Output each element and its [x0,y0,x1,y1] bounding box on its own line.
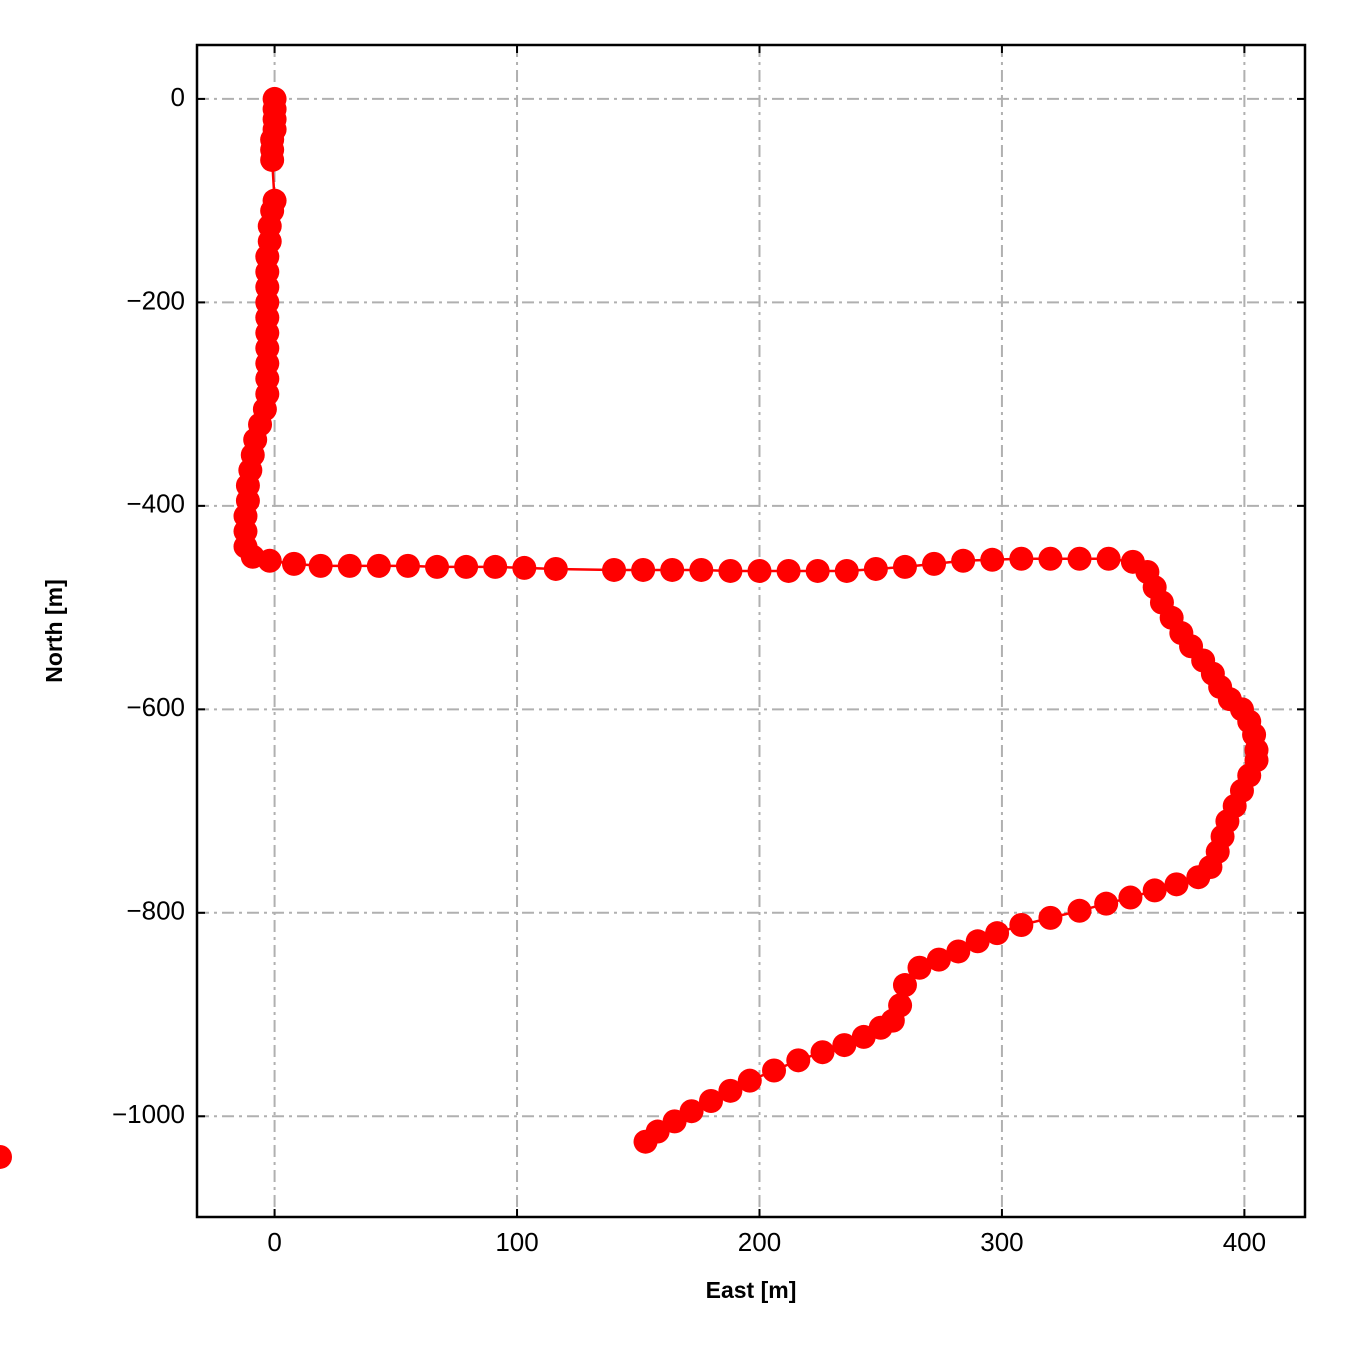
point [718,558,743,583]
point [965,929,990,954]
point [747,558,772,583]
point [718,1078,743,1103]
point [737,1068,762,1093]
x-tick-label: 300 [980,1227,1023,1257]
point [631,557,656,582]
point [1094,891,1119,916]
point [892,554,917,579]
point [786,1048,811,1073]
point [892,973,917,998]
point [776,558,801,583]
y-tick-label: −200 [126,285,185,315]
point [832,1033,857,1058]
point [805,558,830,583]
point [660,557,685,582]
point [1009,913,1034,938]
point [946,939,971,964]
point [810,1040,835,1065]
point [425,554,450,579]
point [257,548,282,573]
point [985,921,1010,946]
y-tick-label: −1000 [112,1099,185,1129]
point [863,556,888,581]
point [1067,546,1092,571]
point [1009,546,1034,571]
y-tick-label: −400 [126,489,185,519]
plot-frame [195,43,1307,1219]
point [0,1144,12,1169]
point [454,554,479,579]
point [980,547,1005,572]
point [543,556,568,581]
point [698,1089,723,1114]
x-axis-label: East [m] [706,1277,797,1303]
point [1096,546,1121,571]
point [922,551,947,576]
y-tick-label: −800 [126,896,185,926]
point [1038,546,1063,571]
point [308,553,333,578]
point [1118,885,1143,910]
track-line [244,98,1258,1143]
point [834,558,859,583]
point [1067,898,1092,923]
x-tick-label: 400 [1223,1227,1266,1257]
point [260,147,285,172]
point [951,548,976,573]
y-tick-label: 0 [171,82,185,112]
point [633,1129,658,1154]
x-tick-label: 100 [495,1227,538,1257]
point [483,554,508,579]
point [851,1024,876,1049]
point [689,557,714,582]
point [337,553,362,578]
x-tick-label: 0 [267,1227,281,1257]
point [366,553,391,578]
y-axis-label: North [m] [41,579,67,682]
point [512,555,537,580]
point [907,955,932,980]
point [1164,872,1189,897]
x-tick-label: 200 [738,1227,781,1257]
point [1038,905,1063,930]
point [281,551,306,576]
point [602,557,627,582]
point [1186,865,1211,890]
point [395,553,420,578]
point [926,947,951,972]
point [1142,878,1167,903]
y-tick-label: −600 [126,692,185,722]
point [762,1058,787,1083]
